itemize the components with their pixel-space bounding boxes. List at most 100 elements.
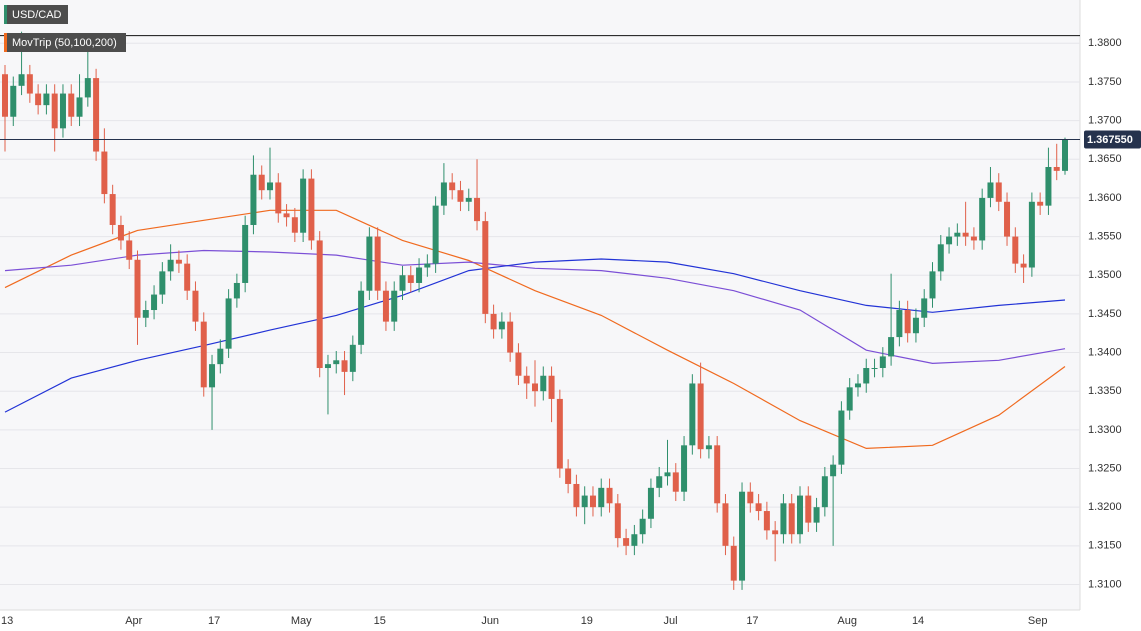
candle-body	[664, 472, 671, 477]
candle-body	[1045, 166, 1052, 206]
candle-body	[109, 194, 116, 225]
candle-body	[689, 383, 696, 446]
candle-body	[134, 259, 141, 318]
y-tick-label: 1.3800	[1088, 37, 1122, 49]
candle-body	[772, 530, 779, 535]
candle-body	[457, 190, 464, 202]
candle-body	[871, 368, 878, 370]
indicator-label: MovTrip (50,100,200)	[12, 37, 117, 49]
candle-body	[432, 205, 439, 264]
candle-body	[175, 259, 182, 264]
indicator-stripe	[4, 33, 7, 52]
candle-body	[937, 244, 944, 272]
candle-body	[548, 375, 555, 399]
candle-body	[250, 174, 257, 225]
x-tick-label: Apr	[125, 615, 142, 627]
candle-body	[416, 267, 423, 283]
candle-body	[84, 78, 91, 98]
candle-body	[35, 93, 42, 106]
moving-average-line	[4, 258, 1066, 413]
last-price-label: 1.367550	[1087, 134, 1133, 146]
candle-body	[349, 344, 356, 372]
y-tick-label: 1.3300	[1088, 424, 1122, 436]
candle-body	[142, 310, 149, 318]
candle-body	[26, 74, 33, 94]
candle-body	[697, 383, 704, 450]
y-tick-label: 1.3500	[1088, 269, 1122, 281]
y-tick-label: 1.3250	[1088, 462, 1122, 474]
candle-body	[879, 356, 886, 369]
plot-background	[0, 0, 1080, 610]
candle-body	[258, 174, 265, 191]
candle-body	[995, 182, 1002, 202]
candle-body	[987, 182, 994, 198]
candle-body	[656, 476, 663, 488]
symbol-label: USD/CAD	[12, 9, 62, 21]
candle-body	[681, 445, 688, 492]
x-tick-label: 13	[1, 615, 13, 627]
candle-body	[68, 93, 75, 117]
candle-body	[672, 472, 679, 492]
candle-body	[821, 476, 828, 508]
candle-body	[888, 337, 895, 357]
candle-body	[117, 224, 124, 241]
candle-body	[813, 507, 820, 523]
candle-body	[979, 197, 986, 241]
candle-body	[705, 445, 712, 450]
candle-body	[970, 236, 977, 241]
symbol-stripe	[4, 5, 7, 24]
candle-body	[200, 321, 207, 388]
candle-body	[962, 232, 969, 237]
candle-body	[465, 197, 472, 202]
candle-body	[921, 298, 928, 318]
candle-body	[482, 221, 489, 314]
candle-body	[763, 511, 770, 531]
candle-body	[788, 503, 795, 535]
candle-body	[614, 503, 621, 539]
candle-body	[242, 224, 249, 283]
candle-body	[184, 263, 191, 291]
candle-body	[341, 360, 348, 372]
candle-body	[623, 538, 630, 546]
x-tick-label: Jun	[481, 615, 499, 627]
candle-body	[565, 468, 572, 484]
candle-body	[797, 495, 803, 535]
candle-body	[366, 236, 373, 291]
candle-body	[283, 213, 290, 218]
candle-body	[76, 97, 83, 117]
candle-body	[51, 93, 58, 129]
x-tick-label: Aug	[837, 615, 857, 627]
x-tick-label: 15	[374, 615, 386, 627]
candle-body	[556, 398, 563, 469]
x-tick-label: Jul	[664, 615, 678, 627]
candle-body	[863, 368, 870, 384]
candle-body	[912, 317, 919, 334]
y-tick-label: 1.3600	[1088, 192, 1122, 204]
candle-body	[1028, 201, 1035, 268]
candle-body	[440, 182, 447, 206]
y-tick-label: 1.3750	[1088, 76, 1122, 88]
candle-body	[291, 217, 298, 233]
y-tick-label: 1.3550	[1088, 230, 1122, 242]
candle-body	[10, 85, 17, 117]
candle-body	[399, 275, 406, 291]
candle-body	[498, 321, 505, 330]
candle-body	[1037, 201, 1044, 206]
candle-body	[382, 290, 389, 322]
candle-body	[316, 240, 323, 369]
x-tick-label: 17	[746, 615, 758, 627]
x-tick-label: Sep	[1028, 615, 1048, 627]
candle-body	[540, 375, 547, 392]
candle-body	[358, 290, 365, 345]
y-tick-label: 1.3200	[1088, 501, 1122, 513]
y-tick-label: 1.3400	[1088, 346, 1122, 358]
x-tick-label: 19	[581, 615, 593, 627]
symbol-box	[4, 5, 68, 24]
y-tick-label: 1.3150	[1088, 540, 1122, 552]
candle-body	[532, 383, 538, 392]
candle-body	[581, 495, 588, 508]
moving-average-line	[4, 209, 1066, 450]
x-tick-label: May	[291, 615, 312, 627]
candle-body	[407, 275, 414, 283]
